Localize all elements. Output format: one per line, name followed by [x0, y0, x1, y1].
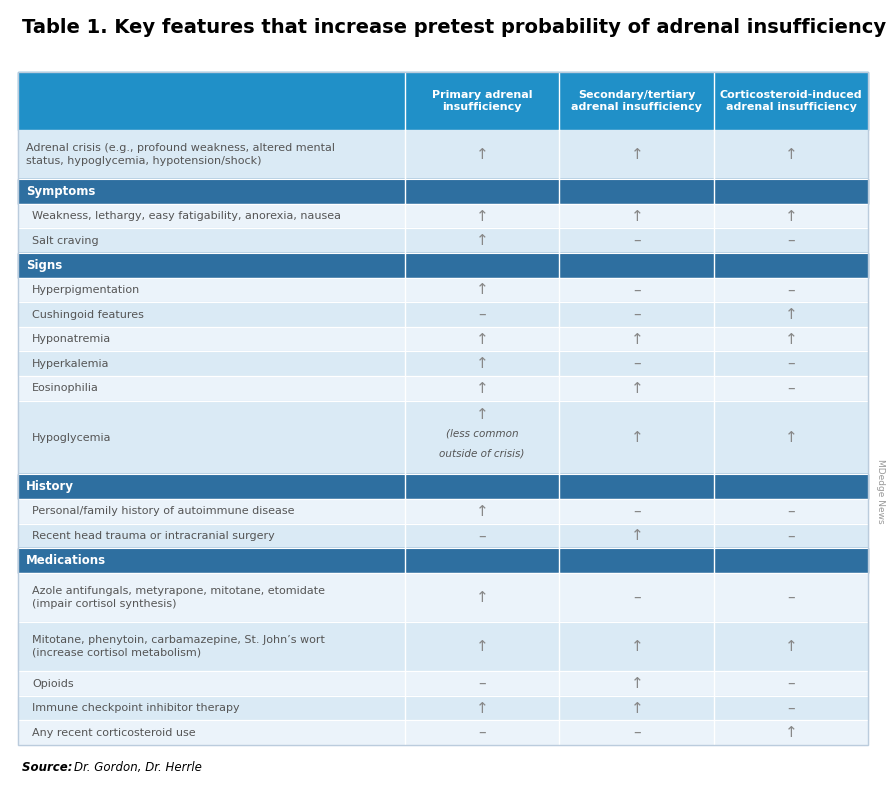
Bar [18, 253, 868, 278]
Text: ↑: ↑ [476, 208, 488, 223]
Bar [18, 671, 868, 696]
Bar [18, 303, 868, 327]
Text: Weakness, lethargy, easy fatigability, anorexia, nausea: Weakness, lethargy, easy fatigability, a… [32, 211, 341, 221]
Text: Hypoglycemia: Hypoglycemia [32, 432, 112, 443]
Text: –: – [633, 233, 640, 248]
Text: Adrenal crisis (e.g., profound weakness, altered mental
status, hypoglycemia, hy: Adrenal crisis (e.g., profound weakness,… [26, 143, 335, 166]
Text: –: – [633, 725, 640, 741]
Text: Opioids: Opioids [32, 679, 74, 688]
Text: Hyponatremia: Hyponatremia [32, 334, 111, 344]
Text: ↑: ↑ [630, 430, 643, 445]
Text: Corticosteroid-induced
adrenal insufficiency: Corticosteroid-induced adrenal insuffici… [720, 89, 862, 112]
Bar [18, 524, 868, 548]
Text: –: – [479, 307, 486, 322]
Bar [18, 352, 868, 376]
Text: ↑: ↑ [476, 407, 488, 421]
Text: Mitotane, phenytoin, carbamazepine, St. John’s wort
(increase cortisol metabolis: Mitotane, phenytoin, carbamazepine, St. … [32, 635, 325, 658]
Bar [18, 376, 868, 401]
Text: Immune checkpoint inhibitor therapy: Immune checkpoint inhibitor therapy [32, 703, 240, 713]
Bar [18, 499, 868, 524]
Text: ↑: ↑ [630, 676, 643, 691]
Text: Symptoms: Symptoms [26, 185, 95, 198]
Text: –: – [633, 283, 640, 298]
Bar [18, 327, 868, 352]
Text: ↑: ↑ [630, 528, 643, 543]
Text: ↑: ↑ [785, 307, 797, 322]
Bar [18, 548, 868, 573]
Bar [18, 401, 868, 474]
Text: ↑: ↑ [476, 283, 488, 298]
Text: –: – [788, 590, 795, 605]
Bar [18, 721, 868, 745]
Text: (less common: (less common [446, 428, 519, 439]
Text: History: History [26, 480, 74, 493]
Text: ↑: ↑ [630, 639, 643, 654]
Text: ↑: ↑ [476, 504, 488, 519]
Text: ↑: ↑ [476, 147, 488, 162]
Text: ↑: ↑ [630, 701, 643, 716]
Text: ↑: ↑ [476, 332, 488, 347]
Text: –: – [788, 283, 795, 298]
Text: ↑: ↑ [785, 639, 797, 654]
Text: ↑: ↑ [630, 381, 643, 396]
Text: –: – [633, 356, 640, 371]
Text: ↑: ↑ [785, 332, 797, 347]
Text: ↑: ↑ [785, 430, 797, 445]
Text: –: – [479, 528, 486, 543]
Bar [18, 278, 868, 303]
Text: ↑: ↑ [476, 356, 488, 371]
Bar [18, 72, 868, 745]
Text: ↑: ↑ [476, 381, 488, 396]
Text: Medications: Medications [26, 554, 107, 567]
Text: Signs: Signs [26, 259, 62, 272]
Text: Primary adrenal
insufficiency: Primary adrenal insufficiency [432, 89, 532, 112]
Bar [18, 622, 868, 671]
Text: Table 1. Key features that increase pretest probability of adrenal insufficiency: Table 1. Key features that increase pret… [22, 18, 886, 37]
Text: ↑: ↑ [630, 208, 643, 223]
Text: –: – [479, 676, 486, 691]
Text: –: – [788, 233, 795, 248]
Text: ↑: ↑ [476, 639, 488, 654]
Text: –: – [633, 504, 640, 519]
Bar [18, 179, 868, 204]
Text: –: – [788, 676, 795, 691]
Text: Azole antifungals, metyrapone, mitotane, etomidate
(impair cortisol synthesis): Azole antifungals, metyrapone, mitotane,… [32, 586, 325, 608]
Text: Any recent corticosteroid use: Any recent corticosteroid use [32, 728, 195, 737]
Text: –: – [788, 701, 795, 716]
Text: ↑: ↑ [476, 701, 488, 716]
Text: Dr. Gordon, Dr. Herrle: Dr. Gordon, Dr. Herrle [74, 761, 202, 774]
Text: Source:: Source: [22, 761, 76, 774]
Text: ↑: ↑ [630, 147, 643, 162]
Text: Cushingoid features: Cushingoid features [32, 310, 144, 319]
Text: –: – [788, 504, 795, 519]
Text: –: – [788, 356, 795, 371]
Text: –: – [633, 590, 640, 605]
Bar [18, 72, 868, 130]
Text: Personal/family history of autoimmune disease: Personal/family history of autoimmune di… [32, 506, 295, 516]
Text: –: – [479, 725, 486, 741]
Text: ↑: ↑ [785, 725, 797, 741]
Text: outside of crisis): outside of crisis) [440, 448, 525, 458]
Text: ↑: ↑ [476, 590, 488, 605]
Bar [18, 474, 868, 499]
Bar [18, 130, 868, 179]
Text: ↑: ↑ [785, 208, 797, 223]
Text: ↑: ↑ [785, 147, 797, 162]
Text: –: – [788, 381, 795, 396]
Bar [18, 228, 868, 253]
Text: Hyperpigmentation: Hyperpigmentation [32, 285, 140, 295]
Text: ↑: ↑ [476, 233, 488, 248]
Bar [18, 696, 868, 721]
Text: Eosinophilia: Eosinophilia [32, 383, 99, 394]
Text: Salt craving: Salt craving [32, 236, 99, 246]
Text: –: – [788, 528, 795, 543]
Text: ↑: ↑ [630, 332, 643, 347]
Text: Secondary/tertiary
adrenal insufficiency: Secondary/tertiary adrenal insufficiency [571, 89, 702, 112]
Text: Hyperkalemia: Hyperkalemia [32, 359, 109, 369]
Bar [18, 573, 868, 622]
Text: –: – [633, 307, 640, 322]
Bar [18, 204, 868, 228]
Text: MDedge News: MDedge News [876, 459, 884, 524]
Text: Recent head trauma or intracranial surgery: Recent head trauma or intracranial surge… [32, 531, 274, 541]
